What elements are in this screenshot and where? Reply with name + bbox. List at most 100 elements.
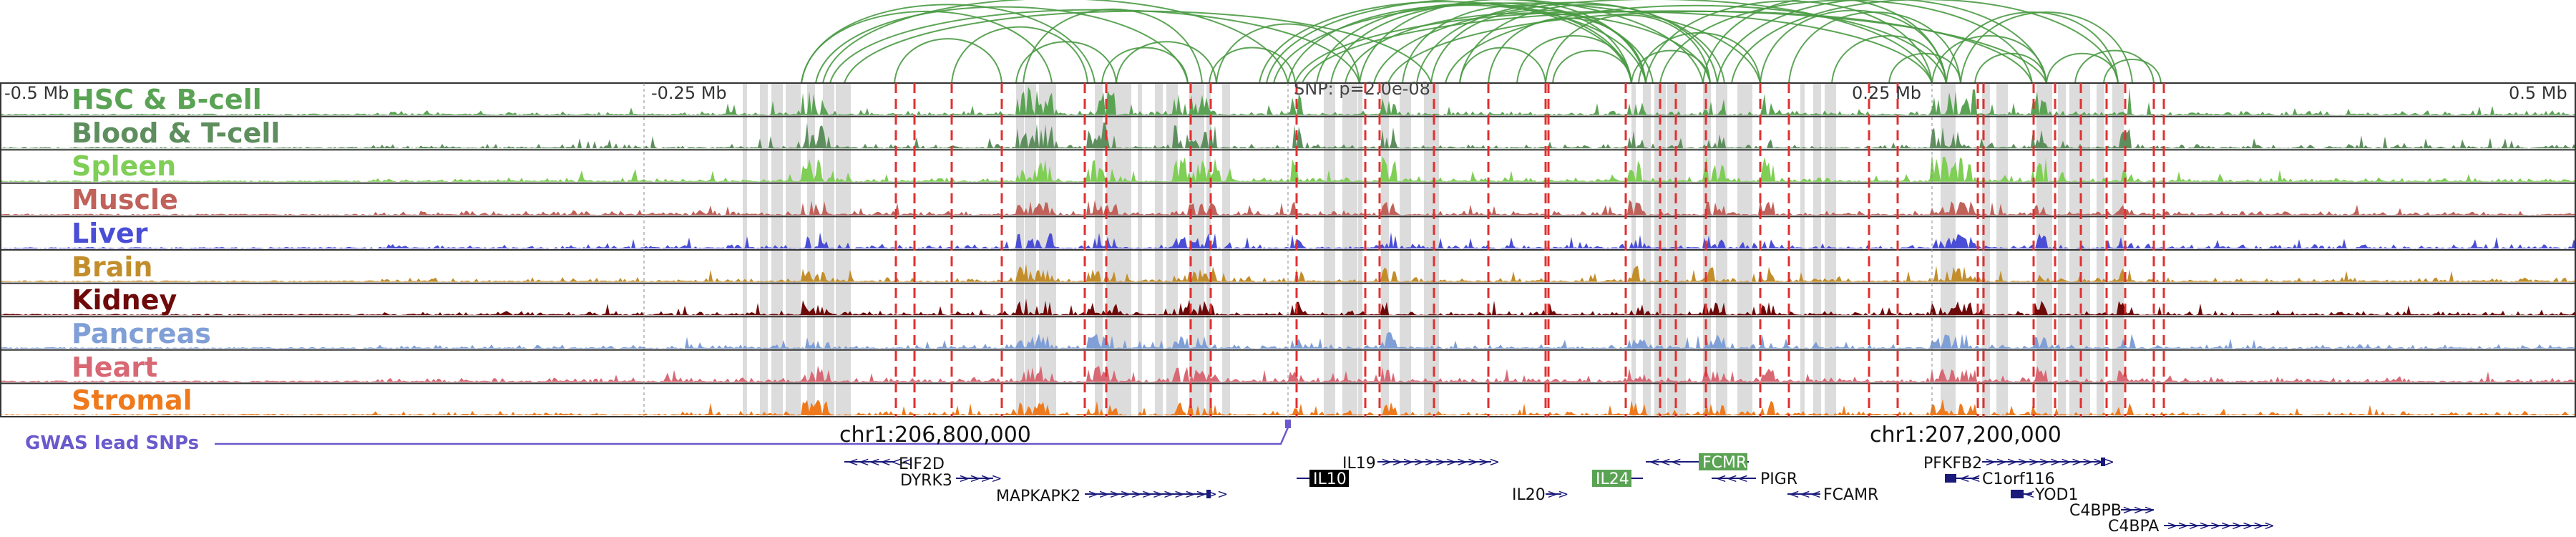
gene-track: <<<<<< EIF2D DYRK3 >>>> MAPKAPK2 >>>>>>>… bbox=[844, 453, 2275, 536]
gene-label-il10[interactable]: IL10 bbox=[1313, 470, 1347, 488]
interaction-arc bbox=[1717, 0, 2047, 84]
interaction-arc bbox=[1330, 2, 1654, 84]
exon-pfkfb2 bbox=[2101, 458, 2105, 466]
strand-arrows-c1orf116: << bbox=[1959, 471, 1981, 486]
gene-label-c4bpb[interactable]: C4BPB bbox=[2069, 502, 2122, 520]
strand-arrows-dyrk3: >>>> bbox=[959, 471, 1002, 486]
gene-label-il24[interactable]: IL24 bbox=[1596, 470, 1629, 488]
interaction-arc bbox=[1373, 0, 1933, 84]
interaction-arc bbox=[1387, 10, 2033, 84]
strand-arrows-eif2d: <<<<<< bbox=[848, 455, 913, 470]
track-label-kidney: Kidney bbox=[72, 284, 177, 316]
signal-7 bbox=[0, 332, 2576, 349]
interaction-arc bbox=[1015, 41, 1117, 84]
strand-arrows-fcmr: <<< bbox=[1649, 455, 1682, 470]
gene-label-il20[interactable]: IL20 bbox=[1512, 486, 1546, 504]
ruler-tick-minus-quarter: -0.25 Mb bbox=[651, 83, 727, 103]
interaction-arc bbox=[1116, 41, 1217, 84]
interaction-arc bbox=[1402, 4, 1632, 84]
interaction-arc bbox=[1416, 1, 1725, 84]
interaction-arc bbox=[951, 26, 1088, 84]
strand-arrows-c4bpb: >>> bbox=[2122, 503, 2155, 518]
strand-arrows-yod1: < bbox=[2024, 487, 2035, 502]
track-label-brain: Brain bbox=[72, 251, 152, 283]
gene-label-c4bpa[interactable]: C4BPA bbox=[2108, 518, 2159, 536]
track-label-heart: Heart bbox=[72, 352, 157, 383]
coord-label-left: chr1:206,800,000 bbox=[839, 422, 1031, 448]
strand-arrows-pigr: <<< bbox=[1716, 471, 1748, 486]
ruler-tick-plus-quarter: 0.25 Mb bbox=[1852, 83, 1921, 103]
interaction-arc bbox=[1216, 23, 1360, 84]
interaction-arc bbox=[894, 38, 1002, 84]
interaction-arcs bbox=[801, 0, 2162, 84]
interaction-arc bbox=[1209, 47, 1296, 84]
strand-arrows-il20: >> bbox=[1547, 487, 1568, 502]
ruler: -0.5 Mb -0.25 Mb SNP: p=2.0e-08 0.25 Mb … bbox=[4, 79, 2567, 103]
gene-label-yod1[interactable]: YOD1 bbox=[2034, 486, 2079, 504]
gene-highlight-fcmr bbox=[1699, 453, 1747, 470]
gene-label-eif2d[interactable]: EIF2D bbox=[899, 455, 945, 473]
interaction-arc bbox=[844, 10, 1432, 84]
gene-label-c1orf116[interactable]: C1orf116 bbox=[1982, 470, 2055, 488]
signal-9 bbox=[0, 399, 2576, 415]
strand-arrows-c4bpa: >>>>>>>>>> bbox=[2167, 518, 2275, 533]
interaction-arc bbox=[1488, 17, 1646, 84]
interaction-arc bbox=[2074, 49, 2155, 84]
track-label-blood-tcell: Blood & T-cell bbox=[72, 117, 280, 149]
interaction-arc bbox=[1960, 11, 2133, 84]
interaction-arc bbox=[1273, 2, 1761, 84]
strand-arrows-il19: >>>>>>>>>>> bbox=[1381, 455, 1500, 470]
track-label-stromal: Stromal bbox=[72, 384, 192, 416]
coord-label-right: chr1:207,200,000 bbox=[1870, 422, 2062, 448]
interaction-arc bbox=[1101, 47, 1189, 84]
exon-mapkapk2 bbox=[1206, 490, 1211, 498]
strand-arrows-mapkapk2: >>>>>>>>>>>>> bbox=[1088, 487, 1228, 502]
signal-3 bbox=[0, 200, 2576, 216]
track-labels: HSC & B-cell Blood & T-cell Spleen Muscl… bbox=[72, 84, 280, 416]
gwas-label: GWAS lead SNPs bbox=[25, 432, 199, 454]
interaction-arc bbox=[1445, 4, 1947, 84]
gwas-connector bbox=[215, 427, 1289, 445]
snp-lines bbox=[894, 83, 2165, 417]
gene-highlight-il24 bbox=[1592, 470, 1631, 487]
gene-label-dyrk3[interactable]: DYRK3 bbox=[900, 472, 952, 490]
interaction-arc bbox=[1831, 35, 1947, 84]
gene-label-fcamr[interactable]: FCAMR bbox=[1823, 486, 1878, 504]
track-label-pancreas: Pancreas bbox=[72, 318, 211, 349]
interaction-arc bbox=[801, 4, 1096, 84]
ruler-tick-plus-half: 0.5 Mb bbox=[2509, 83, 2567, 103]
gene-label-il19[interactable]: IL19 bbox=[1342, 455, 1376, 473]
gwas-track: GWAS lead SNPs bbox=[25, 420, 1291, 454]
track-label-hsc-bcell: HSC & B-cell bbox=[72, 84, 262, 115]
gwas-snp-marker[interactable] bbox=[1285, 420, 1291, 428]
interaction-arc bbox=[1516, 35, 1632, 84]
strand-arrows-fcamr: <<< bbox=[1789, 487, 1821, 502]
gene-label-pigr[interactable]: PIGR bbox=[1760, 470, 1797, 488]
signal-6 bbox=[0, 299, 2576, 316]
track-label-liver: Liver bbox=[72, 218, 148, 249]
track-frames bbox=[0, 82, 2576, 417]
interaction-arc bbox=[1888, 52, 1961, 84]
interaction-arc bbox=[1974, 52, 2047, 84]
interaction-arc bbox=[1023, 9, 1203, 84]
interaction-arc bbox=[1760, 9, 1947, 84]
interaction-arc bbox=[1731, 0, 2119, 84]
interaction-arc bbox=[1287, 4, 1646, 84]
interaction-arc bbox=[1545, 14, 1711, 84]
interaction-arc bbox=[2046, 52, 2119, 84]
interaction-arc bbox=[1459, 47, 1546, 84]
interaction-arc bbox=[829, 9, 1360, 84]
interaction-arc bbox=[1946, 11, 2119, 84]
gene-highlight-il10 bbox=[1309, 470, 1349, 487]
exon-c1orf116 bbox=[1945, 474, 1956, 483]
gene-label-pfkfb2[interactable]: PFKFB2 bbox=[1923, 455, 1982, 473]
gene-label-mapkapk2[interactable]: MAPKAPK2 bbox=[996, 488, 1080, 505]
interaction-arc bbox=[822, 0, 1289, 84]
interaction-arc bbox=[815, 6, 1189, 84]
ruler-snp-label: SNP: p=2.0e-08 bbox=[1294, 79, 1430, 99]
interaction-arc bbox=[1302, 10, 2047, 84]
track-label-spleen: Spleen bbox=[72, 150, 176, 182]
track-label-muscle: Muscle bbox=[72, 184, 178, 216]
gene-label-fcmr[interactable]: FCMR bbox=[1702, 454, 1747, 472]
